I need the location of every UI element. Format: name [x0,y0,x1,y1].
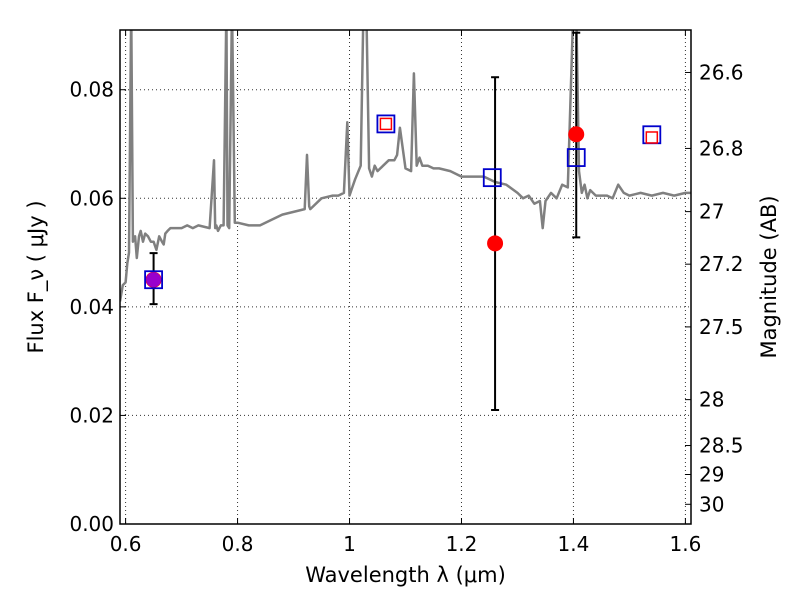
grid-layer [120,30,691,525]
upper-limit-square [379,117,393,131]
model-flux-square [144,270,163,290]
data-points [144,114,662,290]
overlap-point [146,272,162,288]
right-axis-label: Magnitude (AB) [757,195,781,358]
mag-tick-label: 27.2 [699,252,744,276]
model-flux-square [482,168,502,188]
x-tick-label: 1.6 [669,532,701,556]
mag-tick-label: 27.5 [699,315,744,339]
x-tick-label: 1.2 [446,532,478,556]
y-tick-label: 0.06 [69,186,114,210]
spectrum-line [120,30,691,302]
y-tick-label: 0.08 [69,78,114,102]
mag-tick-label: 26.8 [699,136,744,160]
mag-tick-label: 29 [699,462,724,486]
model-flux-square [566,148,586,167]
mag-tick-label: 27 [699,200,724,224]
x-axis-label: Wavelength λ (μm) [305,563,506,587]
model-flux-square [376,114,396,134]
mag-tick-label: 30 [699,492,724,516]
x-tick-label: 1 [343,532,356,556]
mag-tick-label: 28 [699,388,724,412]
spectrum-layer [120,30,691,302]
plot-frame [119,29,692,525]
x-tick-label: 0.8 [222,532,254,556]
ticks: 0.6 0.8 1 1.2 1.4 1.6 0.00 0.02 0.04 0.06 0.08 26.6… [69,30,744,556]
measured-flux-point [487,235,504,252]
y-tick-label: 0.02 [69,403,114,427]
x-tick-label: 1.4 [558,532,590,556]
x-tick-label: 0.6 [110,532,142,556]
y-tick-label: 0.04 [69,295,114,319]
y-axis-label: Flux F_ν ( μJy ) [24,200,49,353]
mag-tick-label: 26.6 [699,60,744,84]
upper-limit-square [645,131,659,144]
measured-flux-point [568,126,585,143]
mag-tick-label: 28.5 [699,434,744,458]
y-tick-label: 0.00 [69,512,114,536]
